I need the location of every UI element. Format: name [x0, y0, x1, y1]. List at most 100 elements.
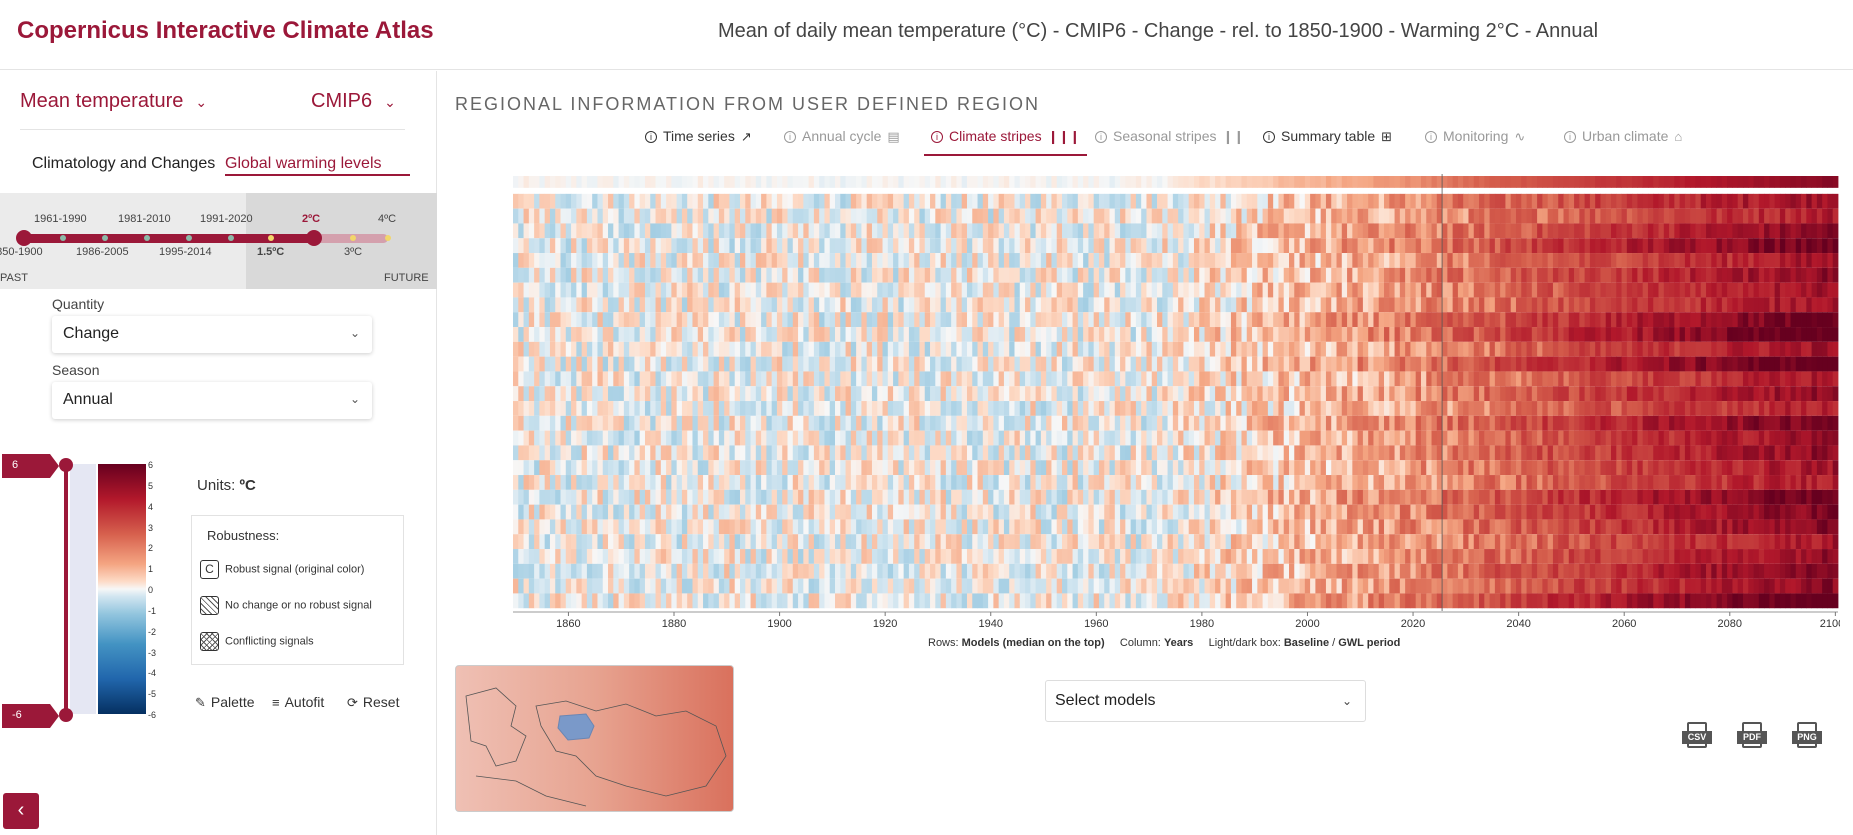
median-stripe[interactable] [1674, 176, 1681, 188]
model-stripe[interactable] [1827, 356, 1834, 372]
model-stripe[interactable] [1658, 193, 1665, 209]
median-stripe[interactable] [761, 176, 767, 188]
model-stripe[interactable] [1690, 208, 1696, 224]
model-stripe[interactable] [1347, 415, 1353, 431]
model-stripe[interactable] [982, 327, 989, 342]
model-stripe[interactable] [840, 282, 846, 298]
model-stripe[interactable] [993, 460, 1000, 476]
model-stripe[interactable] [1003, 460, 1010, 476]
model-stripe[interactable] [1093, 356, 1100, 372]
model-stripe[interactable] [513, 460, 519, 476]
model-stripe[interactable] [687, 386, 693, 402]
model-stripe[interactable] [1151, 386, 1158, 402]
model-stripe[interactable] [1325, 341, 1332, 357]
model-stripe[interactable] [1056, 445, 1063, 461]
model-stripe[interactable] [1104, 371, 1110, 387]
model-stripe[interactable] [808, 356, 815, 372]
model-stripe[interactable] [1130, 430, 1137, 446]
model-stripe[interactable] [1632, 208, 1638, 224]
model-stripe[interactable] [829, 460, 836, 476]
median-stripe[interactable] [787, 176, 794, 188]
model-stripe[interactable] [1325, 238, 1332, 254]
model-stripe[interactable] [1574, 386, 1580, 402]
model-stripe[interactable] [1178, 356, 1184, 372]
model-stripe[interactable] [1252, 223, 1258, 239]
model-stripe[interactable] [1795, 282, 1802, 298]
model-stripe[interactable] [982, 193, 989, 209]
model-stripe[interactable] [1072, 267, 1079, 283]
model-stripe[interactable] [1384, 297, 1390, 313]
model-stripe[interactable] [1579, 401, 1586, 416]
model-stripe[interactable] [1362, 253, 1369, 268]
model-stripe[interactable] [803, 341, 810, 357]
model-stripe[interactable] [835, 312, 841, 328]
model-stripe[interactable] [930, 386, 936, 402]
median-stripe[interactable] [1072, 176, 1079, 188]
model-stripe[interactable] [586, 267, 593, 283]
model-stripe[interactable] [1072, 327, 1079, 342]
model-stripe[interactable] [1626, 401, 1633, 416]
model-stripe[interactable] [655, 356, 662, 372]
model-stripe[interactable] [1331, 282, 1337, 298]
model-stripe[interactable] [1283, 223, 1290, 239]
model-stripe[interactable] [1225, 267, 1232, 283]
median-stripe[interactable] [792, 176, 799, 188]
model-stripe[interactable] [1531, 445, 1538, 461]
model-stripe[interactable] [1457, 327, 1464, 342]
model-stripe[interactable] [1236, 445, 1242, 461]
model-stripe[interactable] [1384, 341, 1390, 357]
model-stripe[interactable] [1600, 386, 1607, 402]
model-stripe[interactable] [1304, 297, 1311, 313]
model-stripe[interactable] [1283, 445, 1290, 461]
model-stripe[interactable] [1695, 445, 1702, 461]
model-stripe[interactable] [908, 312, 915, 328]
median-stripe[interactable] [961, 176, 968, 188]
model-stripe[interactable] [898, 238, 905, 254]
model-stripe[interactable] [1062, 445, 1068, 461]
model-stripe[interactable] [1172, 193, 1179, 209]
model-stripe[interactable] [1273, 371, 1279, 387]
model-stripe[interactable] [697, 193, 704, 209]
model-stripe[interactable] [1199, 327, 1205, 342]
model-stripe[interactable] [544, 401, 551, 416]
model-stripe[interactable] [1589, 297, 1596, 313]
model-stripe[interactable] [1273, 415, 1279, 431]
model-stripe[interactable] [518, 371, 524, 387]
model-stripe[interactable] [703, 356, 709, 372]
model-stripe[interactable] [1157, 371, 1163, 387]
model-stripe[interactable] [1595, 415, 1601, 431]
model-stripe[interactable] [861, 371, 868, 387]
model-stripe[interactable] [1795, 415, 1802, 431]
model-stripe[interactable] [1384, 327, 1390, 342]
model-stripe[interactable] [1552, 193, 1559, 209]
model-stripe[interactable] [850, 267, 857, 283]
model-stripe[interactable] [708, 445, 714, 461]
model-stripe[interactable] [571, 356, 577, 372]
model-stripe[interactable] [623, 430, 630, 446]
model-stripe[interactable] [856, 430, 862, 446]
model-stripe[interactable] [1521, 371, 1527, 387]
model-stripe[interactable] [993, 312, 1000, 328]
model-stripe[interactable] [1531, 415, 1538, 431]
model-stripe[interactable] [1489, 208, 1496, 224]
model-stripe[interactable] [1679, 415, 1686, 431]
model-stripe[interactable] [1484, 430, 1490, 446]
model-stripe[interactable] [1595, 371, 1601, 387]
model-stripe[interactable] [1030, 460, 1037, 476]
model-stripe[interactable] [1642, 208, 1649, 224]
model-stripe[interactable] [655, 253, 662, 268]
model-stripe[interactable] [782, 223, 788, 239]
model-stripe[interactable] [639, 445, 646, 461]
model-stripe[interactable] [1014, 415, 1021, 431]
model-stripe[interactable] [808, 460, 815, 476]
model-stripe[interactable] [1642, 401, 1649, 416]
model-stripe[interactable] [1257, 356, 1263, 372]
model-stripe[interactable] [771, 371, 778, 387]
model-stripe[interactable] [993, 267, 1000, 283]
model-stripe[interactable] [1019, 386, 1026, 402]
model-stripe[interactable] [1436, 282, 1443, 298]
model-stripe[interactable] [898, 356, 905, 372]
model-stripe[interactable] [1310, 282, 1316, 298]
model-stripe[interactable] [1267, 415, 1274, 431]
model-stripe[interactable] [1647, 253, 1654, 268]
